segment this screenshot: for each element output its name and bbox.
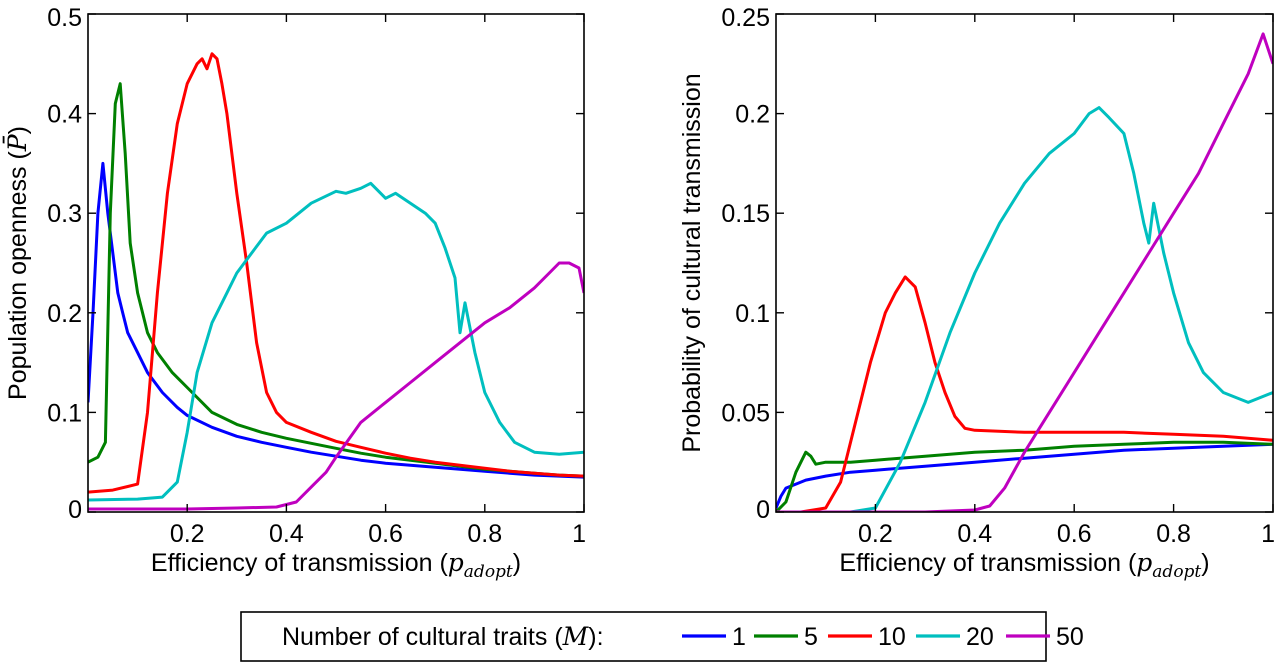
legend-label-10: 10 bbox=[878, 623, 906, 651]
x-axis-label: Efficiency of transmission (padopt) bbox=[151, 548, 521, 582]
y-axis-label: Probability of cultural transmission bbox=[678, 73, 706, 452]
legend-title-text: Number of cultural traits bbox=[282, 623, 547, 651]
y-tick-label: 0.25 bbox=[721, 4, 770, 32]
x-tick-label: 1 bbox=[1261, 520, 1275, 548]
legend-label-5: 5 bbox=[804, 623, 818, 651]
x-tick-label: 0.6 bbox=[368, 520, 403, 548]
x-tick-label: 0.4 bbox=[957, 520, 992, 548]
x-tick-label: 0.2 bbox=[170, 520, 205, 548]
series-line-10 bbox=[88, 52, 584, 494]
legend-label-1: 1 bbox=[732, 623, 746, 651]
y-tick-label: 0.05 bbox=[721, 399, 770, 427]
x-tick-label: 0.6 bbox=[1057, 520, 1092, 548]
series-line-20 bbox=[88, 181, 584, 502]
legend-entries: 1 5 10 20 50 bbox=[682, 623, 1084, 651]
axes-frame bbox=[87, 13, 585, 513]
x-tick-label: 1 bbox=[572, 520, 586, 548]
y-tick-label: 0.4 bbox=[47, 101, 82, 129]
y-tick-label: 0.3 bbox=[47, 200, 82, 228]
x-tick-label: 0.2 bbox=[858, 520, 893, 548]
y-tick-label: 0 bbox=[68, 496, 82, 524]
series-group bbox=[88, 52, 584, 511]
x-axis-label: Efficiency of transmission (padopt) bbox=[839, 548, 1209, 582]
legend-label-50: 50 bbox=[1056, 623, 1084, 651]
series-line-20 bbox=[776, 106, 1273, 512]
legend: Number of cultural traits (M): 1 5 10 20 50 bbox=[240, 611, 1084, 662]
series-line-5 bbox=[776, 440, 1273, 512]
y-tick-label: 0 bbox=[756, 496, 770, 524]
series-line-50 bbox=[776, 32, 1273, 512]
y-tick-label: 0.5 bbox=[47, 4, 82, 32]
series-line-10 bbox=[776, 275, 1273, 512]
series-line-50 bbox=[88, 261, 584, 511]
legend-label-20: 20 bbox=[966, 623, 994, 651]
axes-frame bbox=[775, 13, 1274, 513]
x-tick-label: 0.8 bbox=[467, 520, 502, 548]
legend-title: Number of cultural traits (M): bbox=[282, 622, 604, 651]
y-axis-label: Population openness (P̄) bbox=[3, 126, 32, 400]
y-tick-label: 0.1 bbox=[47, 399, 82, 427]
y-tick-label: 0.1 bbox=[735, 300, 770, 328]
right-chart: 0.2 0.4 0.6 0.8 1 0 0.05 0.1 0.15 0.2 0.25 Efficien… bbox=[678, 4, 1275, 582]
y-tick-label: 0.15 bbox=[721, 200, 770, 228]
legend-title-symbol: M bbox=[562, 622, 590, 651]
series-line-5 bbox=[88, 82, 584, 478]
left-chart: 0.2 0.4 0.6 0.8 1 0 0.1 0.2 0.3 0.4 0.5 Efficiency … bbox=[3, 4, 586, 582]
series-line-1 bbox=[88, 161, 584, 479]
y-tick-label: 0.2 bbox=[735, 101, 770, 129]
series-group bbox=[776, 32, 1273, 512]
x-tick-label: 0.4 bbox=[269, 520, 304, 548]
y-tick-label: 0.2 bbox=[47, 300, 82, 328]
x-tick-label: 0.8 bbox=[1156, 520, 1191, 548]
